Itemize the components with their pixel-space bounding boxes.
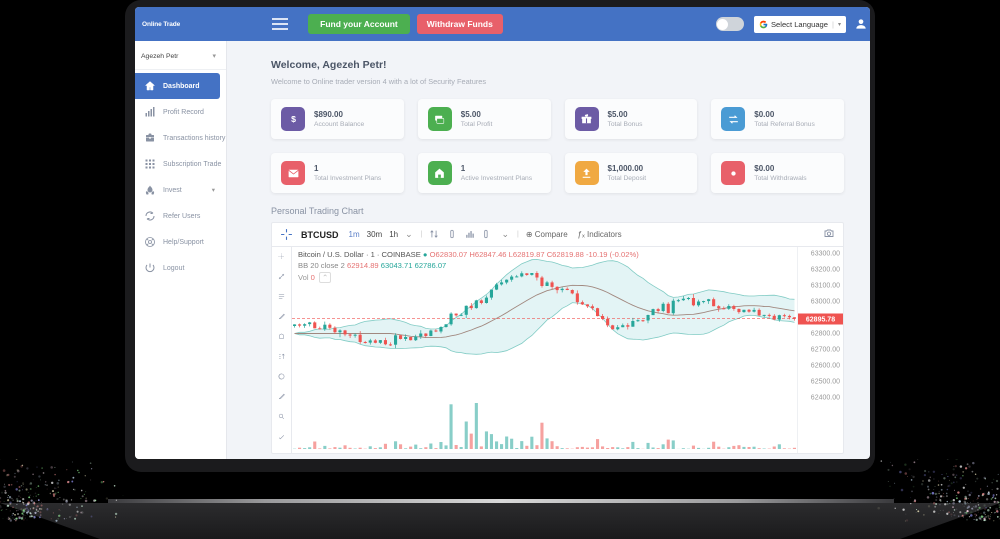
svg-text:$: $ <box>291 114 296 124</box>
